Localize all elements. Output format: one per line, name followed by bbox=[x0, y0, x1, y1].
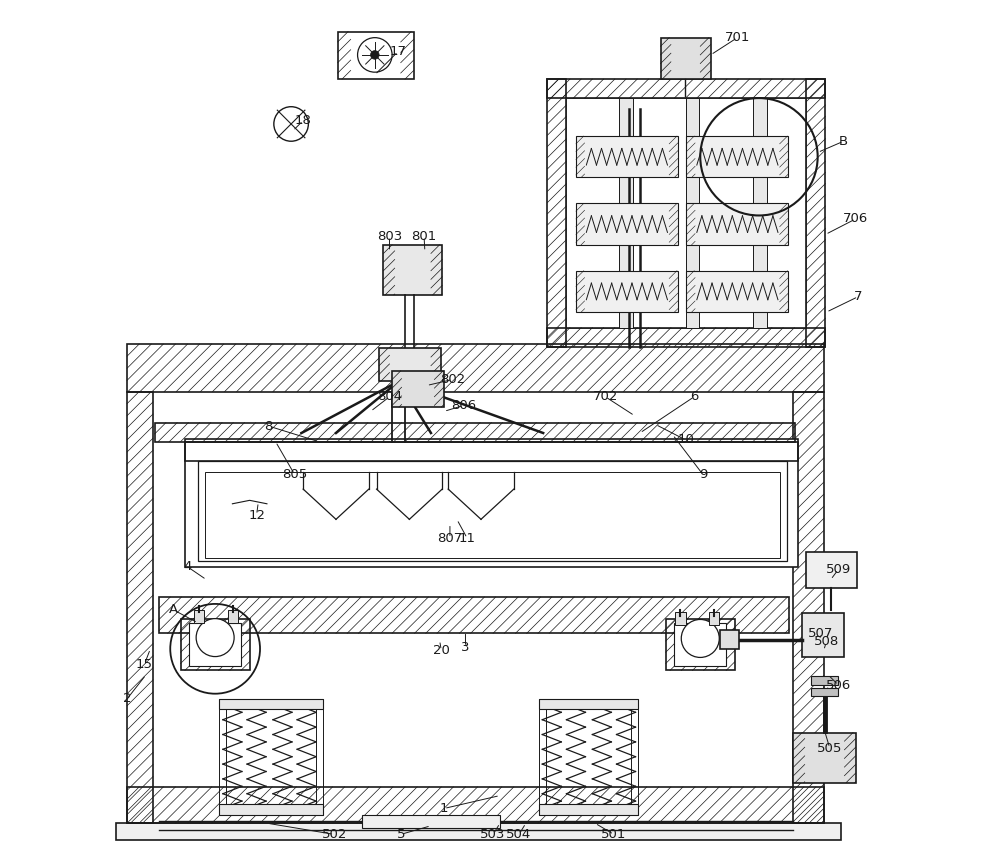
Text: 504: 504 bbox=[506, 828, 532, 841]
Bar bbox=[159, 597, 789, 633]
Text: 701: 701 bbox=[725, 31, 750, 44]
Bar bbox=[185, 442, 798, 461]
Bar bbox=[539, 805, 638, 815]
Bar bbox=[806, 79, 825, 346]
Bar bbox=[686, 98, 699, 327]
Text: 507: 507 bbox=[808, 627, 834, 640]
Bar bbox=[316, 699, 323, 815]
Bar bbox=[674, 623, 726, 666]
Bar bbox=[566, 98, 806, 327]
Bar bbox=[189, 623, 241, 666]
Text: 702: 702 bbox=[593, 391, 618, 404]
Bar bbox=[127, 391, 153, 824]
Bar bbox=[547, 327, 825, 346]
Bar bbox=[720, 630, 739, 649]
Text: 807: 807 bbox=[437, 532, 463, 545]
Bar bbox=[379, 348, 441, 381]
Bar bbox=[686, 271, 788, 312]
Text: 801: 801 bbox=[411, 229, 437, 242]
Bar bbox=[116, 824, 841, 840]
Text: 11: 11 bbox=[459, 532, 476, 545]
Circle shape bbox=[358, 37, 392, 72]
Bar bbox=[338, 31, 414, 79]
Text: 3: 3 bbox=[461, 641, 470, 654]
Circle shape bbox=[371, 50, 379, 59]
Bar bbox=[383, 245, 442, 295]
Text: 12: 12 bbox=[248, 508, 265, 521]
Text: 804: 804 bbox=[377, 391, 402, 404]
Text: 6: 6 bbox=[690, 391, 698, 404]
Bar bbox=[576, 136, 678, 178]
Bar bbox=[753, 98, 767, 327]
Bar bbox=[205, 472, 780, 559]
Bar bbox=[219, 805, 323, 815]
Bar bbox=[793, 391, 824, 824]
Text: 4: 4 bbox=[183, 560, 192, 573]
Bar bbox=[155, 423, 795, 442]
Bar bbox=[539, 699, 638, 709]
Bar bbox=[576, 271, 678, 312]
Text: 502: 502 bbox=[322, 828, 347, 841]
Text: 508: 508 bbox=[814, 636, 839, 649]
Bar bbox=[576, 204, 678, 245]
Text: 509: 509 bbox=[826, 563, 851, 576]
Text: B: B bbox=[839, 135, 848, 148]
Text: 501: 501 bbox=[601, 828, 627, 841]
Bar bbox=[547, 79, 566, 346]
Bar bbox=[127, 344, 824, 391]
Bar bbox=[709, 611, 719, 624]
Text: 20: 20 bbox=[433, 644, 450, 657]
Text: 15: 15 bbox=[136, 658, 153, 671]
Bar bbox=[185, 439, 798, 567]
Circle shape bbox=[196, 618, 234, 656]
Bar bbox=[392, 371, 444, 407]
Bar bbox=[631, 699, 638, 815]
Bar bbox=[619, 98, 633, 327]
Text: 503: 503 bbox=[480, 828, 506, 841]
Bar bbox=[661, 37, 711, 79]
Bar bbox=[666, 618, 735, 670]
Bar bbox=[811, 676, 838, 685]
Bar bbox=[219, 699, 226, 815]
Text: 5: 5 bbox=[396, 828, 405, 841]
Text: 17: 17 bbox=[390, 45, 407, 58]
Text: 805: 805 bbox=[282, 468, 307, 481]
Text: A: A bbox=[169, 604, 178, 617]
Text: 706: 706 bbox=[843, 212, 868, 225]
Text: 10: 10 bbox=[677, 433, 694, 446]
Bar bbox=[127, 787, 824, 824]
Text: 9: 9 bbox=[699, 468, 707, 481]
Text: 8: 8 bbox=[264, 420, 273, 433]
Bar bbox=[547, 79, 825, 98]
Bar bbox=[539, 699, 546, 815]
Bar bbox=[219, 699, 323, 709]
Text: 505: 505 bbox=[817, 741, 842, 754]
Circle shape bbox=[274, 107, 308, 141]
Text: 2: 2 bbox=[123, 693, 131, 706]
Bar bbox=[181, 618, 250, 670]
Text: 1: 1 bbox=[440, 802, 448, 815]
Bar bbox=[194, 610, 204, 623]
Text: 7: 7 bbox=[854, 290, 862, 303]
Text: 803: 803 bbox=[377, 229, 402, 242]
Bar bbox=[811, 688, 838, 696]
Text: 802: 802 bbox=[440, 373, 465, 386]
Bar bbox=[802, 612, 844, 657]
Bar bbox=[686, 136, 788, 178]
Bar bbox=[686, 204, 788, 245]
Bar bbox=[793, 733, 856, 783]
Bar bbox=[362, 816, 500, 829]
Text: 18: 18 bbox=[295, 114, 312, 127]
Text: 806: 806 bbox=[451, 399, 476, 412]
Bar bbox=[228, 610, 238, 623]
Text: 506: 506 bbox=[826, 679, 851, 692]
Bar bbox=[198, 461, 787, 561]
Bar bbox=[675, 611, 686, 624]
Bar bbox=[806, 553, 857, 588]
Circle shape bbox=[681, 619, 719, 657]
